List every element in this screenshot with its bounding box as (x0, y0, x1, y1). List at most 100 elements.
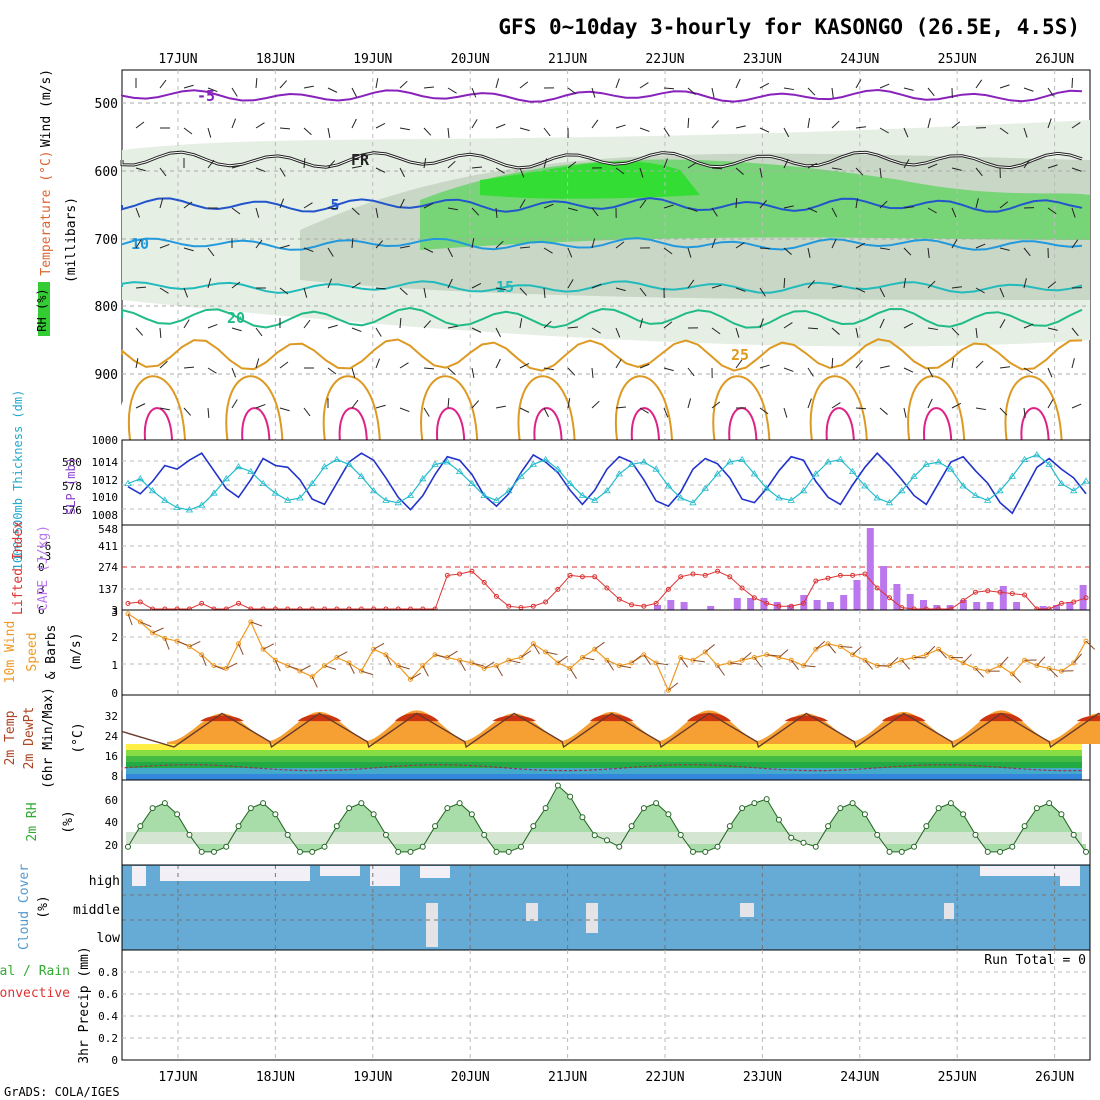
wind-barb (807, 280, 815, 289)
rh-point (628, 823, 635, 830)
wind-barb (399, 245, 410, 249)
thickness-point (382, 496, 390, 503)
wind-barb (135, 403, 146, 409)
wind-barb (532, 643, 540, 655)
temp-loop-hot (143, 407, 173, 441)
y-tick: 0.8 (98, 966, 118, 979)
temp-loop (614, 375, 673, 441)
rh-point (125, 843, 131, 850)
temp-loop-hot (825, 407, 855, 441)
rh-panel: 20 40 60 (105, 779, 1091, 866)
wind-barb (903, 159, 910, 169)
wind-barb (183, 201, 193, 209)
wind-barb (327, 160, 336, 169)
y-tick: 3 (111, 606, 118, 619)
wind-barb (1071, 77, 1074, 89)
rh-point (677, 831, 684, 838)
thick-frame (121, 439, 1091, 526)
rh-point (174, 811, 181, 818)
wind-barb (274, 659, 281, 672)
rh-point (874, 831, 881, 838)
wind-barb (735, 327, 740, 338)
wind-barb (303, 247, 314, 253)
rh-point (763, 796, 770, 803)
dry-cell (996, 372, 1047, 440)
wind-barb (519, 167, 525, 178)
dry-cell (411, 372, 463, 440)
li-point (972, 589, 978, 595)
dry-cell (217, 372, 268, 440)
li-point (1083, 595, 1089, 601)
rh-point (235, 823, 242, 830)
wind-barb (831, 87, 834, 98)
thickness-point (664, 482, 673, 489)
temp-loop-hot (1020, 407, 1050, 441)
wind-barb (398, 665, 410, 670)
wind-barb (975, 668, 985, 678)
rh-point (493, 848, 500, 855)
wind-barb (176, 640, 189, 647)
li-point (678, 574, 684, 580)
wind-barb (543, 407, 549, 418)
wind-barb (159, 198, 164, 209)
li-point (199, 600, 205, 606)
wind-barb (783, 367, 794, 372)
wind-barb (279, 244, 290, 249)
wind-barb (687, 367, 695, 377)
wind-barb (687, 247, 692, 258)
wind-barb (543, 158, 548, 169)
wind-barb (663, 367, 674, 372)
wind-barb (189, 641, 201, 647)
wind-barb (351, 367, 356, 378)
li-point (530, 603, 536, 609)
rh-point (1009, 843, 1016, 850)
wind-barb (423, 247, 434, 253)
wind-barb (807, 247, 811, 258)
wind-barb (279, 198, 285, 209)
wind-barb (687, 87, 696, 95)
wind-barb (879, 287, 886, 298)
li-point (444, 572, 450, 578)
wind-barb (999, 656, 1009, 667)
wind-barb (735, 197, 738, 209)
wind-speed-point (223, 665, 229, 671)
li-point (493, 593, 499, 599)
rh-point (456, 800, 463, 807)
rh-point (137, 823, 144, 830)
thickness-point (910, 472, 918, 479)
thickness-point (443, 458, 452, 465)
wind-barb (855, 126, 866, 129)
wind-barb (962, 653, 972, 664)
wind-barb (303, 287, 308, 298)
thickness-point (1082, 477, 1090, 484)
wind-barb (327, 87, 338, 93)
cloud-clear (160, 866, 190, 881)
cape-bar (893, 584, 901, 610)
wind-barb (663, 127, 670, 137)
wind-barb (1047, 327, 1058, 331)
rh-point (923, 823, 930, 830)
y-label-convective: Convective (0, 986, 70, 1001)
y-label-dewpt: 2m DewPt (22, 707, 37, 770)
rh-point (947, 800, 954, 807)
wind-barb (255, 358, 260, 369)
wind-barb (759, 318, 764, 329)
wind-barb (879, 247, 890, 251)
precip-panel: 0 0.2 0.4 0.6 0.8 Run Total = 0 (98, 949, 1091, 1067)
wind-barb (855, 407, 867, 410)
thickness-point (947, 465, 955, 472)
rh-point (149, 805, 156, 812)
date-label-bottom: 25JUN (938, 1070, 977, 1085)
li-line (127, 570, 1087, 610)
wind-barb (663, 407, 669, 418)
rh-band (126, 832, 1082, 844)
wind-barb (1023, 247, 1031, 257)
wind-barb (519, 287, 528, 296)
y-tick-right: 3 (111, 604, 118, 617)
wind-barb (975, 167, 983, 177)
wind-barb (279, 127, 291, 130)
date-label-top: 18JUN (256, 52, 295, 67)
wind-barb (423, 367, 435, 370)
wind-barb (711, 120, 719, 129)
wind-barb (879, 200, 888, 209)
